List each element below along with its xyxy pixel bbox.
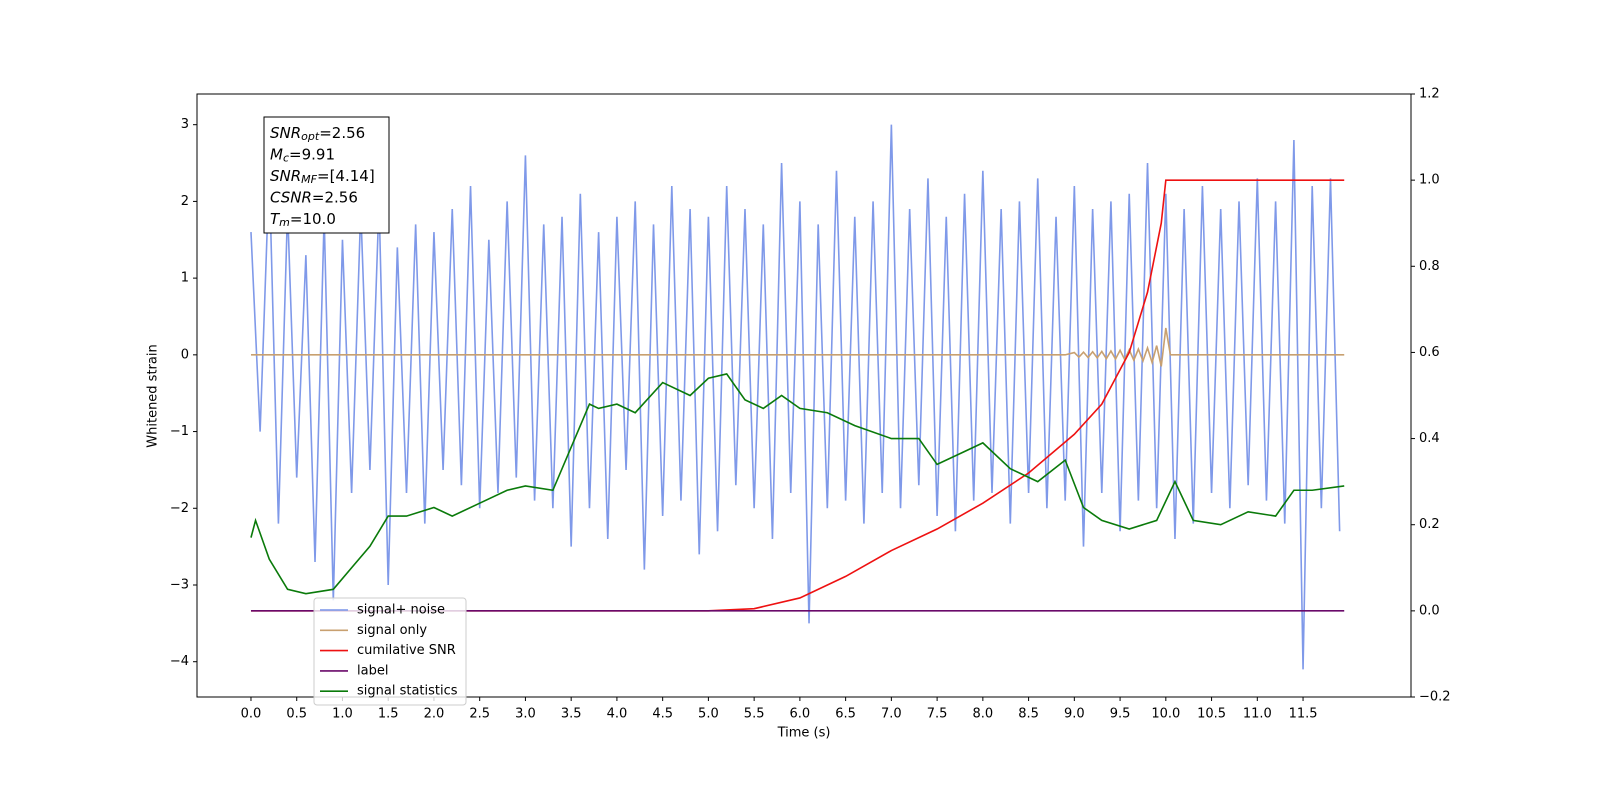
x-tick-label: 4.5 <box>652 707 673 722</box>
annotation-subscript: opt <box>301 130 320 143</box>
y2-tick-label: 0.6 <box>1419 345 1440 360</box>
annotation-subscript: MF <box>301 173 317 186</box>
y-tick-label: −3 <box>170 577 189 592</box>
legend-label: label <box>357 663 388 678</box>
legend-label: signal statistics <box>357 684 458 699</box>
annotation-line: CSNR=2.56 <box>270 188 358 206</box>
x-tick-label: 5.5 <box>744 707 765 722</box>
y2-tick-label: 0.4 <box>1419 431 1440 446</box>
annotation-subscript: m <box>279 216 290 229</box>
y-tick-label: 2 <box>181 194 189 209</box>
x-tick-label: 11.5 <box>1289 707 1318 722</box>
y-tick-label: 0 <box>181 347 189 362</box>
y-tick-label: −4 <box>170 654 189 669</box>
annotation-symbol: T <box>270 210 281 228</box>
legend: signal+ noise signal only cumilative SNR la… <box>313 597 467 706</box>
x-tick-label: 3.0 <box>515 707 536 722</box>
x-tick-label: 6.0 <box>790 707 811 722</box>
annotation-line: Mc=9.91 <box>270 145 335 165</box>
annotation-value: =10.0 <box>290 210 336 228</box>
x-tick-label: 6.5 <box>835 707 856 722</box>
x-tick-label: 1.0 <box>332 707 353 722</box>
y2-tick-label: 1.2 <box>1419 87 1440 102</box>
annotation-value: =2.56 <box>312 188 358 206</box>
x-tick-label: 7.0 <box>881 707 902 722</box>
legend-label: signal+ noise <box>357 603 445 618</box>
x-tick-label: 0.5 <box>286 707 307 722</box>
plot-frame <box>196 93 1412 698</box>
x-tick-label: 10.0 <box>1151 707 1180 722</box>
y-axis-label: Whitened strain <box>146 344 161 447</box>
y2-tick-label: 0.0 <box>1419 603 1440 618</box>
x-tick-label: 9.0 <box>1064 707 1085 722</box>
annotation-subscript: c <box>283 152 289 165</box>
x-tick-label: 2.0 <box>424 707 445 722</box>
annotation-value: =9.91 <box>289 145 335 163</box>
series-line <box>250 327 1345 367</box>
annotation-line: Tm=10.0 <box>270 210 336 230</box>
series-line <box>250 179 1345 612</box>
annotation-symbol: SNR <box>270 167 301 185</box>
x-tick-label: 9.5 <box>1110 707 1131 722</box>
annotation-value: =2.56 <box>319 124 365 142</box>
y-tick-label: 1 <box>181 271 189 286</box>
annotation-symbol: SNR <box>270 124 301 142</box>
y-tick-label: −2 <box>170 501 189 516</box>
legend-label: signal only <box>357 623 427 638</box>
y2-tick-label: −0.2 <box>1419 690 1451 705</box>
legend-frame <box>313 597 467 706</box>
x-tick-label: 8.5 <box>1018 707 1039 722</box>
annotation-box: SNRopt=2.56Mc=9.91SNRMF=[4.14]CSNR=2.56T… <box>263 116 390 234</box>
annotation-line: SNRopt=2.56 <box>270 124 365 144</box>
x-axis-label: Time (s) <box>777 726 831 741</box>
y2-tick-label: 1.0 <box>1419 173 1440 188</box>
x-tick-label: 3.5 <box>561 707 582 722</box>
series-line <box>250 373 1345 595</box>
annotation-symbol: M <box>270 145 283 163</box>
annotation-symbol: CSNR <box>270 188 312 206</box>
series-line <box>250 124 1341 670</box>
y2-tick-label: 0.2 <box>1419 517 1440 532</box>
annotation-value: =[4.14] <box>317 167 375 185</box>
x-tick-label: 10.5 <box>1197 707 1226 722</box>
x-tick-label: 0.0 <box>241 707 262 722</box>
x-tick-label: 5.0 <box>698 707 719 722</box>
x-tick-label: 4.0 <box>607 707 628 722</box>
x-tick-label: 7.5 <box>927 707 948 722</box>
x-tick-label: 2.5 <box>469 707 490 722</box>
x-tick-label: 1.5 <box>378 707 399 722</box>
y2-tick-label: 0.8 <box>1419 259 1440 274</box>
annotation-line: SNRMF=[4.14] <box>270 167 375 187</box>
x-tick-label: 11.0 <box>1243 707 1272 722</box>
y-tick-label: 3 <box>181 117 189 132</box>
y-tick-label: −1 <box>170 424 189 439</box>
x-tick-label: 8.0 <box>973 707 994 722</box>
legend-label: cumilative SNR <box>357 643 456 658</box>
annotation-frame <box>263 116 390 234</box>
